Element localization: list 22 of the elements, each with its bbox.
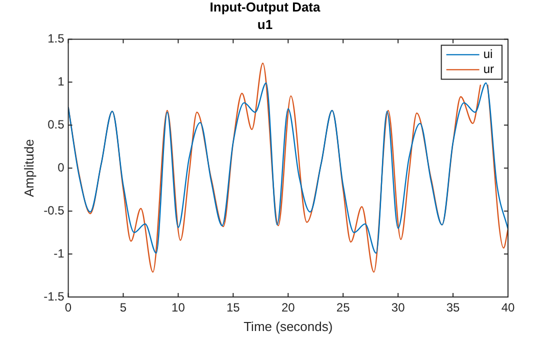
x-tick-label: 20	[281, 300, 296, 315]
x-tick-label: 15	[226, 300, 240, 315]
y-tick-label: -0.5	[44, 203, 65, 218]
legend-label: ur	[483, 62, 494, 76]
x-axis-title: Time (seconds)	[244, 318, 333, 334]
y-tick-label: -1	[54, 246, 65, 260]
x-tick-label: 30	[391, 300, 406, 315]
y-tick-label: 1	[58, 74, 65, 88]
x-tick-label: 35	[446, 300, 460, 315]
y-tick-label: 1.5	[48, 32, 65, 46]
y-tick-label: 0.5	[48, 117, 65, 132]
legend-label: ui	[483, 47, 493, 62]
x-tick-label: 5	[120, 300, 127, 315]
x-tick-label: 25	[336, 300, 350, 315]
y-axis-title: Amplitude	[21, 139, 36, 198]
x-tick-label: 40	[501, 300, 515, 315]
line-series	[68, 82, 508, 254]
y-tick-label: 0	[58, 160, 65, 174]
x-tick-label: 10	[172, 300, 186, 315]
chart-subtitle: u1	[257, 16, 273, 32]
y-tick-label: -1.5	[44, 289, 65, 304]
chart-title: Input-Output Data	[210, 0, 321, 14]
